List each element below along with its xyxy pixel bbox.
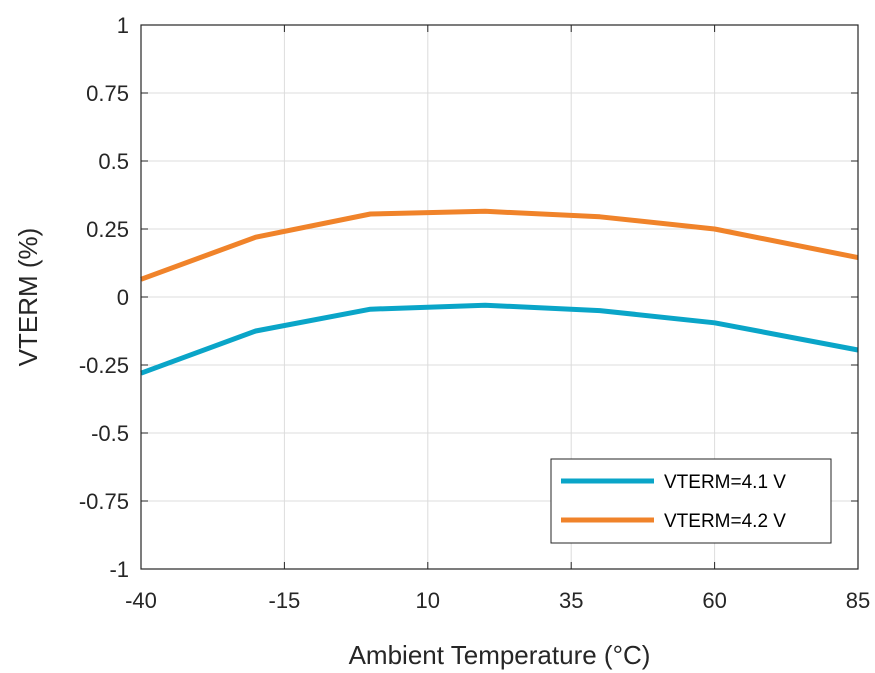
legend-label-series-1: VTERM=4.1 V [664, 472, 786, 493]
y-tick-label: -0.75 [79, 489, 129, 514]
series-line-1 [140, 302, 859, 376]
y-tick-label: 1 [117, 13, 129, 38]
y-axis-label: VTERM (%) [13, 228, 43, 367]
tick-marks [140, 24, 859, 570]
x-tick-label: -40 [125, 588, 157, 613]
x-tick-label: 10 [416, 588, 440, 613]
x-axis-label: Ambient Temperature (°C) [349, 640, 651, 670]
x-tick-label: 35 [559, 588, 583, 613]
series-lines [140, 208, 859, 376]
y-tick-label: -0.5 [91, 421, 129, 446]
y-tick-labels: 1 0.75 0.5 0.25 0 -0.25 -0.5 -0.75 -1 [79, 13, 129, 582]
y-tick-label: 0.25 [86, 217, 129, 242]
y-tick-label: 0.5 [98, 149, 129, 174]
y-tick-label: -0.25 [79, 353, 129, 378]
x-tick-label: 60 [702, 588, 726, 613]
y-tick-label: -1 [109, 557, 129, 582]
x-tick-label: -15 [269, 588, 301, 613]
x-tick-labels: -40 -15 10 35 60 85 [125, 588, 870, 613]
legend-label-series-2: VTERM=4.2 V [664, 511, 786, 532]
x-tick-label: 85 [846, 588, 870, 613]
y-tick-label: 0 [117, 285, 129, 310]
legend: VTERM=4.1 V VTERM=4.2 V [550, 458, 832, 544]
y-tick-label: 0.75 [86, 81, 129, 106]
series-line-2 [140, 208, 859, 282]
legend-box [550, 458, 832, 544]
